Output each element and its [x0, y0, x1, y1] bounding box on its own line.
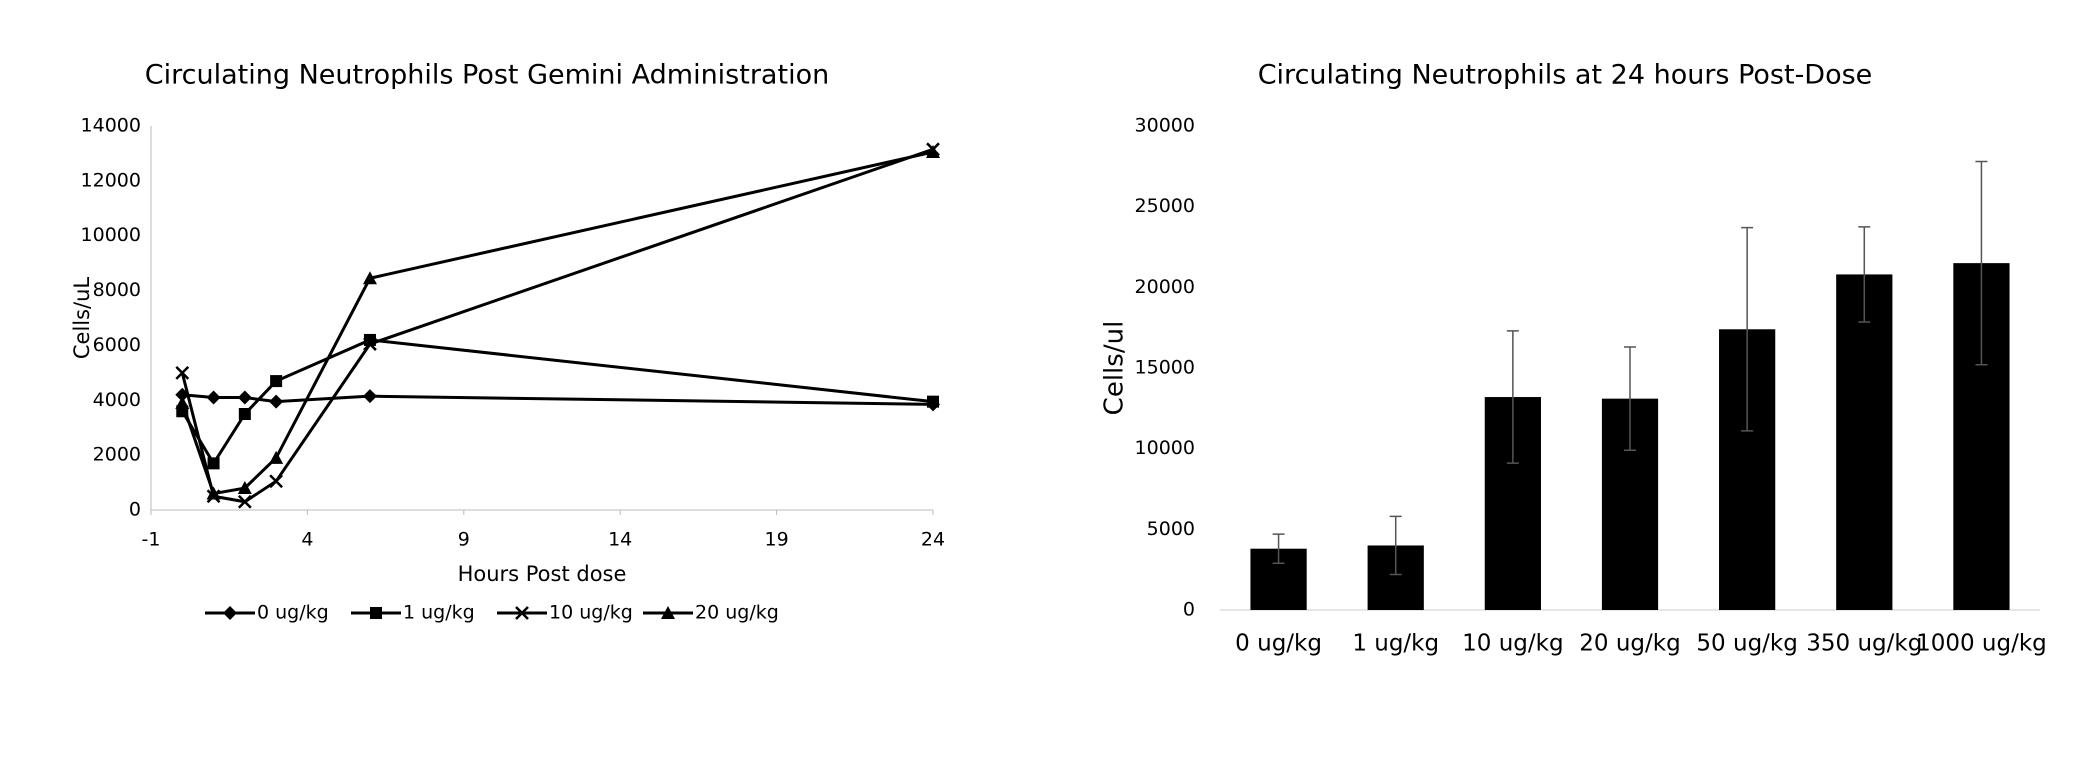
- chart-title: Circulating Neutrophils at 24 hours Post…: [1258, 60, 1873, 91]
- legend-label: 0 ug/kg: [257, 602, 329, 624]
- marker: [237, 481, 252, 495]
- marker: [207, 457, 220, 470]
- x-tick-label: 14: [608, 529, 632, 551]
- marker: [175, 365, 190, 380]
- y-tick-label: 20000: [1135, 276, 1195, 298]
- x-tick-label: 0 ug/kg: [1235, 631, 1322, 657]
- marker: [206, 390, 221, 405]
- y-tick-label: 15000: [1135, 357, 1195, 379]
- marker: [237, 494, 252, 509]
- error-bar: [1975, 160, 1988, 366]
- y-axis-label: Cells/ul: [1100, 321, 1130, 416]
- series-line: [180, 338, 934, 467]
- x-tick-label: 19: [765, 529, 789, 551]
- y-tick-label: 14000: [81, 115, 141, 137]
- legend-label: 20 ug/kg: [695, 602, 779, 624]
- y-tick-label: 8000: [93, 279, 141, 301]
- x-tick-label: 350 ug/kg: [1806, 631, 1922, 657]
- marker: [370, 607, 382, 619]
- x-tick-label: -1: [142, 529, 161, 551]
- y-axis-label: Cells/uL: [70, 277, 94, 360]
- error-bar: [1624, 346, 1636, 452]
- marker: [926, 145, 940, 159]
- legend-label: 10 ug/kg: [549, 602, 633, 624]
- marker: [270, 375, 283, 388]
- marker: [362, 389, 377, 404]
- x-tick-label: 1 ug/kg: [1352, 631, 1439, 657]
- marker: [206, 486, 221, 500]
- y-tick-label: 25000: [1135, 195, 1195, 217]
- x-tick-label: 10 ug/kg: [1462, 631, 1563, 657]
- y-tick-label: 10000: [1135, 437, 1195, 459]
- marker: [269, 394, 284, 409]
- legend-label: 1 ug/kg: [403, 602, 475, 624]
- y-tick-label: 12000: [81, 169, 141, 191]
- x-tick-label: 24: [921, 529, 945, 551]
- series-line: [180, 150, 934, 496]
- marker: [238, 408, 251, 420]
- y-tick-label: 2000: [93, 444, 141, 466]
- bar: [1836, 274, 1893, 610]
- marker: [927, 395, 939, 408]
- marker: [515, 606, 529, 620]
- error-bar: [1389, 515, 1402, 576]
- chart-title: Circulating Neutrophils Post Gemini Admi…: [145, 60, 829, 91]
- y-tick-label: 30000: [1135, 115, 1195, 137]
- x-tick-label: 4: [301, 529, 313, 551]
- x-tick-label: 1000 ug/kg: [1916, 631, 2047, 657]
- error-bar: [1741, 226, 1754, 432]
- x-tick-label: 9: [458, 529, 470, 551]
- error-bar: [1858, 226, 1871, 323]
- marker: [362, 271, 377, 285]
- error-bar: [1272, 533, 1285, 564]
- marker: [269, 474, 284, 489]
- x-tick-label: 50 ug/kg: [1696, 631, 1797, 657]
- error-bar: [1506, 330, 1519, 464]
- marker: [223, 606, 237, 620]
- marker: [363, 337, 377, 351]
- y-tick-label: 4000: [93, 389, 141, 411]
- y-tick-label: 10000: [81, 224, 141, 246]
- y-tick-label: 0: [129, 499, 141, 521]
- x-axis-label: Hours Post dose: [458, 562, 627, 586]
- marker: [237, 390, 252, 405]
- y-tick-label: 5000: [1147, 518, 1195, 540]
- y-tick-label: 6000: [93, 334, 141, 356]
- marker: [661, 606, 675, 619]
- x-tick-label: 20 ug/kg: [1579, 631, 1680, 657]
- marker: [175, 396, 190, 410]
- y-tick-label: 0: [1183, 599, 1195, 621]
- marker: [269, 450, 284, 464]
